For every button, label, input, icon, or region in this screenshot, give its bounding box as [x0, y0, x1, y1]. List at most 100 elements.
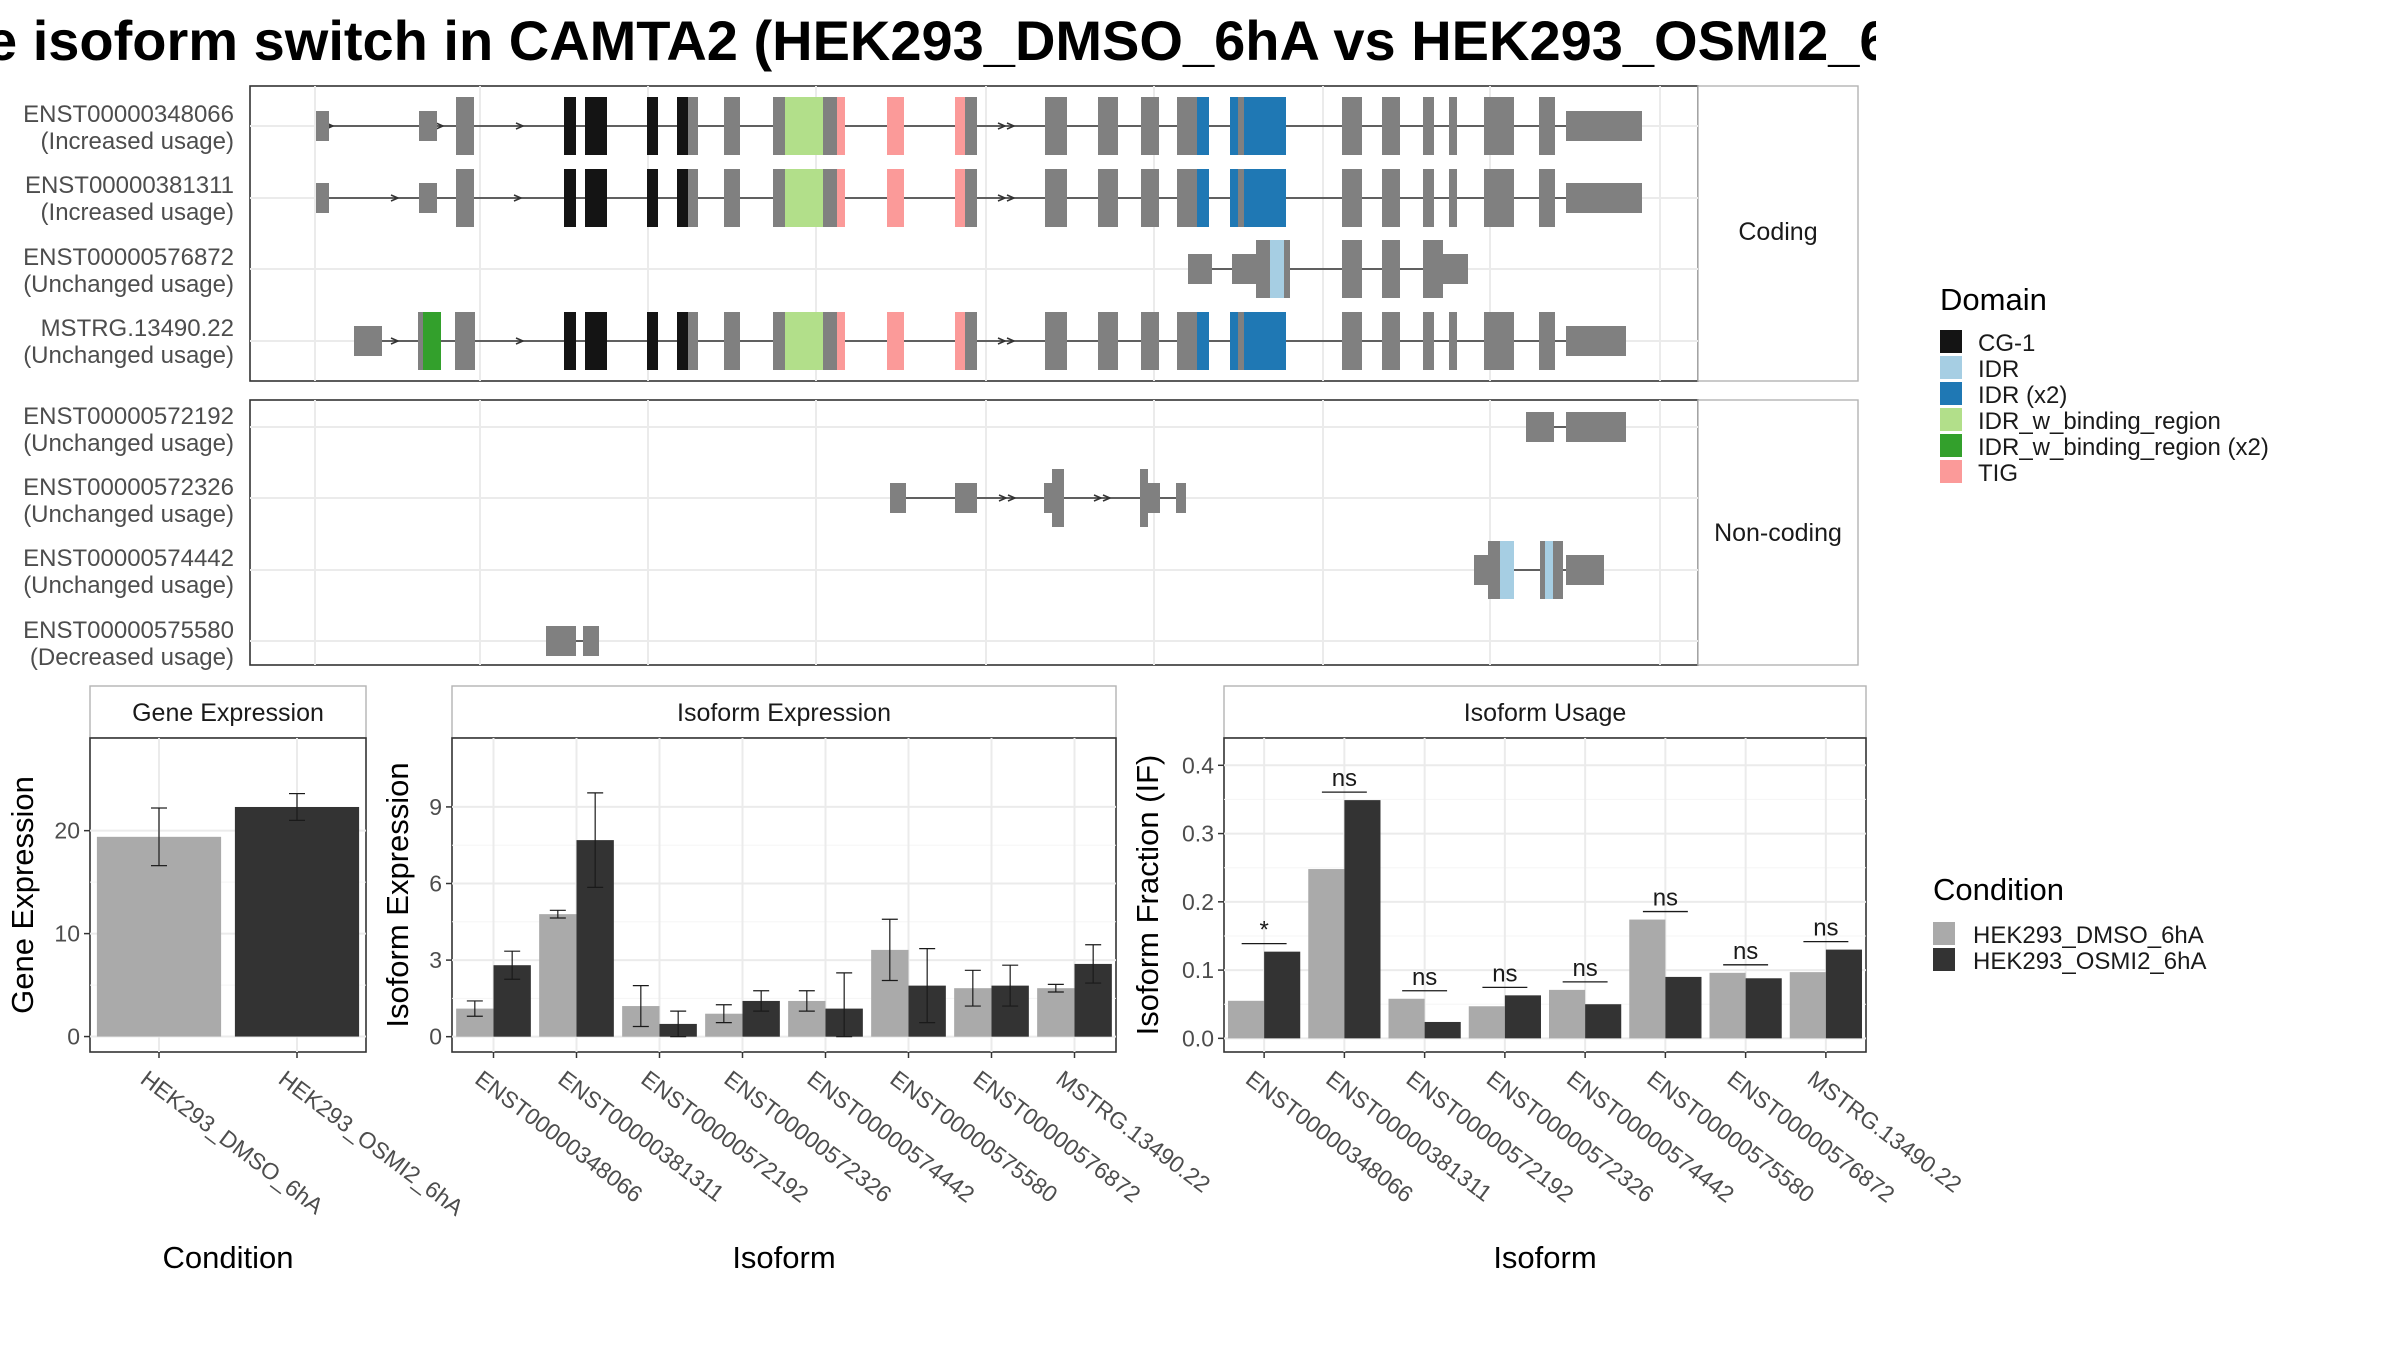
significance-label: ns — [1412, 964, 1437, 991]
coding-exon — [1484, 97, 1514, 155]
coding-exon — [1539, 97, 1555, 155]
bar — [1228, 1000, 1265, 1039]
coding-exon — [647, 169, 658, 227]
bar — [539, 914, 577, 1037]
coding-exon — [955, 97, 965, 155]
coding-exon — [564, 97, 576, 155]
coding-exon — [724, 312, 740, 370]
isoform-status-label: (Increased usage) — [41, 199, 234, 226]
legend-swatch-idr — [1940, 356, 1962, 379]
panel-title: Gene Expression — [132, 699, 324, 727]
coding-exon — [564, 169, 576, 227]
panel-title: Isoform Usage — [1464, 699, 1627, 727]
coding-exon — [1500, 541, 1514, 599]
utr-exon — [1474, 555, 1488, 585]
legend-swatch-idr-binding-x2 — [1940, 434, 1962, 457]
isoform-id-label: ENST00000572326 — [23, 474, 234, 501]
coding-exon — [837, 169, 845, 227]
y-tick-label: 10 — [54, 921, 80, 947]
coding-exon — [823, 169, 837, 227]
direction-arrow — [1006, 122, 1016, 130]
coding-exon — [1244, 169, 1286, 227]
coding-exon — [1382, 169, 1400, 227]
bar — [1629, 919, 1666, 1039]
coding-exon — [1539, 169, 1555, 227]
y-tick-label: 0 — [429, 1024, 442, 1050]
coding-exon — [1449, 97, 1457, 155]
coding-exon — [1141, 312, 1159, 370]
legend-label: HEK293_DMSO_6hA — [1973, 922, 2204, 949]
direction-arrow — [1006, 337, 1016, 345]
y-tick-label: 0 — [67, 1024, 80, 1050]
plot-title: e isoform switch in CAMTA2 (HEK293_DMSO_… — [0, 9, 1876, 72]
coding-exon — [1539, 312, 1555, 370]
coding-exon — [785, 169, 823, 227]
bar — [1585, 1004, 1622, 1039]
coding-exon — [1177, 169, 1197, 227]
isoform-status-label: (Increased usage) — [41, 128, 234, 155]
isoform-expression-panel: Isoform Expression 0369ENST00000348066EN… — [380, 685, 1215, 1275]
coding-exon — [677, 97, 689, 155]
coding-exon — [1244, 312, 1286, 370]
coding-exon — [564, 312, 576, 370]
utr-exon — [583, 626, 599, 656]
bar — [1745, 978, 1782, 1039]
coding-exon — [837, 97, 845, 155]
utr-exon — [1044, 483, 1052, 513]
isoform-track — [546, 626, 599, 656]
coding-exon — [1052, 469, 1064, 527]
bar — [1344, 800, 1381, 1039]
isoform-track — [316, 97, 1642, 155]
coding-exon — [1197, 169, 1209, 227]
facet-label-noncoding: Non-coding — [1714, 519, 1842, 547]
isoform-track — [1188, 240, 1468, 298]
coding-exon — [1141, 97, 1159, 155]
isoform-track — [1474, 541, 1604, 599]
utr-exon — [1566, 412, 1626, 442]
bar — [1388, 998, 1425, 1039]
utr-exon — [316, 111, 329, 141]
coding-exon — [1238, 169, 1244, 227]
direction-arrow — [997, 122, 1007, 130]
gene-structure-plot: Coding Non-coding ENST00000348066 (Incre… — [23, 85, 1859, 671]
bar — [1789, 972, 1826, 1039]
panel-strip — [1223, 685, 1867, 739]
coding-exon — [965, 97, 977, 155]
coding-exon — [1284, 240, 1290, 298]
coding-exon — [837, 312, 845, 370]
coding-exon — [724, 97, 740, 155]
legend-swatch-cg1 — [1940, 330, 1962, 353]
isoform-id-label: ENST00000381311 — [25, 172, 234, 199]
utr-exon — [890, 483, 906, 513]
direction-arrow — [997, 194, 1007, 202]
significance-label: ns — [1492, 960, 1517, 987]
coding-exon — [1197, 312, 1209, 370]
isoform-status-label: (Decreased usage) — [30, 644, 234, 671]
coding-exon — [1098, 169, 1118, 227]
coding-exon — [585, 312, 607, 370]
legend-label: IDR_w_binding_region (x2) — [1978, 434, 2269, 461]
y-tick-label: 0.0 — [1182, 1025, 1214, 1051]
coding-exon — [677, 312, 689, 370]
facet-strip — [1697, 85, 1859, 382]
coding-exon — [647, 312, 658, 370]
isoform-id-label: ENST00000572192 — [23, 403, 234, 430]
x-axis-title: Condition — [163, 1240, 294, 1275]
isoform-id-label: ENST00000348066 — [23, 101, 234, 128]
coding-exon — [585, 169, 607, 227]
legend-label: IDR — [1978, 356, 2019, 383]
isoform-id-label: ENST00000576872 — [23, 244, 234, 271]
direction-arrow — [513, 194, 523, 202]
coding-exon — [688, 312, 698, 370]
coding-exon — [1238, 312, 1244, 370]
coding-exon — [1423, 97, 1434, 155]
y-tick-label: 0.3 — [1182, 821, 1214, 847]
coding-exon — [1270, 240, 1284, 298]
utr-exon — [1232, 254, 1256, 284]
coding-exon — [1342, 169, 1362, 227]
coding-exon — [1342, 312, 1362, 370]
isoform-labels: ENST00000348066 (Increased usage) ENST00… — [23, 101, 234, 671]
coding-exon — [1045, 97, 1067, 155]
coding-exon — [1545, 541, 1553, 599]
